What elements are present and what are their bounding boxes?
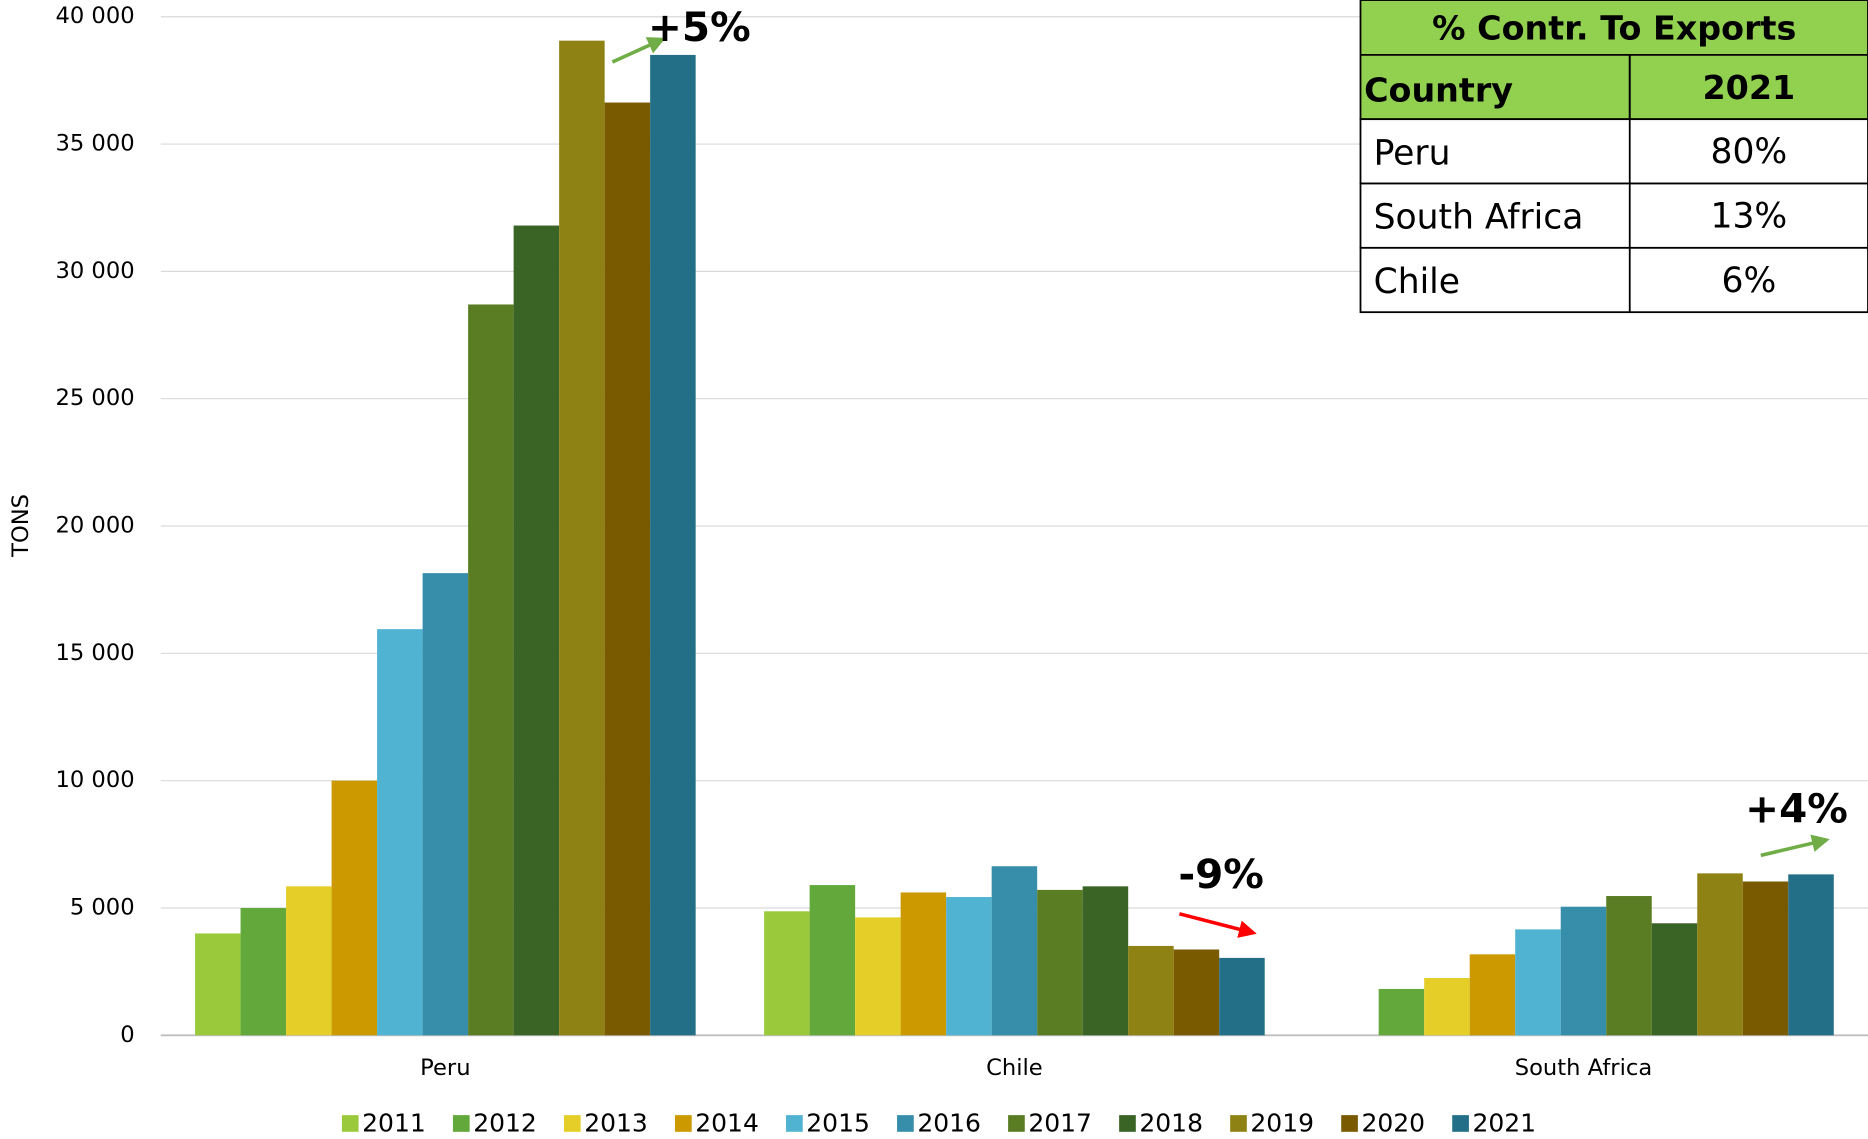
x-tick-label: Chile [986, 1055, 1043, 1081]
table-cell: Chile [1374, 262, 1460, 302]
legend-label: 2014 [695, 1109, 759, 1138]
legend-swatch [897, 1115, 914, 1132]
plot-area: 0 5 000 10 000 15 000 20 000 25 000 30 000 35 0… [55, 3, 1868, 1081]
bar [331, 780, 378, 1036]
arrow [1760, 834, 1830, 858]
x-tick-label: Peru [420, 1055, 470, 1081]
bar [1424, 978, 1470, 1036]
bar [1742, 881, 1789, 1036]
bar [559, 40, 605, 1036]
bar [604, 102, 651, 1036]
bar [1788, 874, 1834, 1036]
legend-swatch [341, 1115, 359, 1132]
table-row [1359, 118, 1868, 185]
bar [422, 573, 469, 1036]
arrow [1178, 912, 1257, 938]
bar [195, 933, 241, 1036]
y-tick-label: 0 [120, 1022, 134, 1048]
bar [377, 629, 423, 1036]
legend-label: 2020 [1361, 1109, 1425, 1138]
annotation: +4% [1745, 784, 1848, 832]
table-cell: Peru [1374, 133, 1451, 173]
legend-swatch [563, 1115, 581, 1132]
table-cell: South Africa [1374, 198, 1584, 238]
annotation: +5% [648, 3, 751, 51]
legend-label: 2016 [917, 1109, 981, 1138]
bar [1082, 886, 1129, 1036]
bar [1378, 988, 1425, 1036]
y-tick-label: 15 000 [55, 640, 134, 666]
y-tick-label: 10 000 [55, 767, 134, 793]
bar [991, 866, 1038, 1036]
legend-swatch [1230, 1115, 1247, 1132]
table-cell: 6% [1721, 261, 1776, 301]
legend-label: 2015 [806, 1109, 870, 1138]
legend-swatch [786, 1115, 803, 1132]
legend-swatch [1341, 1115, 1358, 1132]
bar [1173, 949, 1220, 1036]
bar [1606, 896, 1652, 1036]
bar [468, 304, 514, 1036]
x-tick-label: South Africa [1515, 1055, 1652, 1081]
bar [855, 917, 901, 1036]
bar [1037, 889, 1083, 1036]
bar [1515, 929, 1561, 1036]
y-tick-label: 5 000 [70, 894, 135, 920]
legend-label: 2021 [1472, 1109, 1536, 1138]
bar [1128, 945, 1174, 1036]
bar [1697, 873, 1743, 1036]
y-tick-label: 35 000 [55, 131, 134, 157]
bar [764, 911, 810, 1036]
table-row [1359, 182, 1868, 249]
legend-label: 2017 [1028, 1109, 1092, 1138]
table-cell: 80% [1710, 132, 1787, 172]
legend-label: 2012 [473, 1109, 537, 1138]
bar [513, 225, 560, 1036]
table-row [1359, 246, 1868, 314]
legend-swatch [675, 1115, 692, 1132]
arrow [611, 37, 666, 64]
table-cell: 13% [1710, 197, 1787, 237]
table-header: 2021 [1702, 68, 1795, 107]
bar [240, 907, 287, 1036]
bar [1560, 906, 1607, 1036]
y-tick-label: 20 000 [55, 513, 134, 539]
table-title: % Contr. To Exports [1432, 8, 1796, 47]
legend-swatch [1452, 1115, 1469, 1132]
legend-label: 2019 [1250, 1109, 1314, 1138]
legend-swatch [1119, 1115, 1136, 1132]
table-header: Country [1364, 70, 1513, 109]
bar [809, 885, 856, 1036]
bar [1651, 923, 1698, 1036]
bar [900, 892, 947, 1036]
y-tick-label: 30 000 [55, 258, 134, 284]
annotation: -9% [1178, 850, 1264, 898]
bar [946, 897, 992, 1036]
y-tick-label: 25 000 [55, 385, 134, 411]
bar [1219, 957, 1265, 1036]
bar [650, 54, 696, 1036]
legend-label: 2013 [584, 1109, 648, 1138]
y-axis-label: TONS [8, 494, 34, 558]
y-tick-label: 40 000 [55, 3, 134, 29]
bar [1469, 954, 1516, 1036]
legend-label: 2011 [362, 1109, 426, 1138]
table-title-bg [1359, 0, 1868, 121]
legend-swatch [452, 1115, 470, 1132]
legend-swatch [1008, 1115, 1025, 1132]
legend-label: 2018 [1139, 1109, 1203, 1138]
bar [286, 886, 332, 1036]
table: % Contr. To Exports Country 2021 Peru 80% Sou… [1359, 0, 1868, 314]
